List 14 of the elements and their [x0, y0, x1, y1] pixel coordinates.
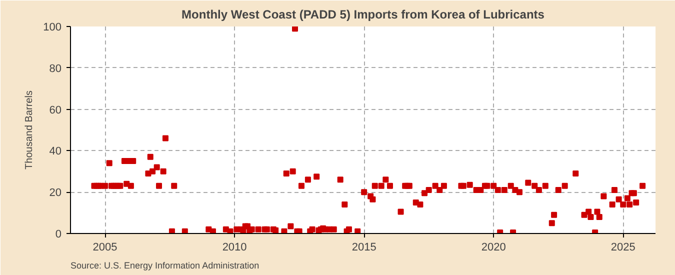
y-axis-title: Thousand Barrels	[24, 90, 36, 170]
x-tick-label: 2015	[352, 242, 376, 254]
y-tick-label: 80	[49, 62, 62, 75]
source-note: Source: U.S. Energy Information Administration	[70, 260, 260, 270]
x-tick-label: 2005	[92, 242, 118, 254]
x-tick-label: 2025	[610, 242, 636, 254]
chart-title: Monthly West Coast (PADD 5) Imports from Korea of Lubricants	[182, 8, 545, 22]
y-tick-label: 20	[49, 187, 62, 200]
y-tick-label: 0	[55, 228, 62, 240]
y-tick-label: 60	[49, 104, 62, 116]
x-tick-label: 2010	[222, 242, 247, 254]
y-tick-label: 100	[43, 22, 62, 34]
y-tick-label: 40	[49, 146, 62, 158]
x-tick-label: 2020	[481, 242, 506, 254]
